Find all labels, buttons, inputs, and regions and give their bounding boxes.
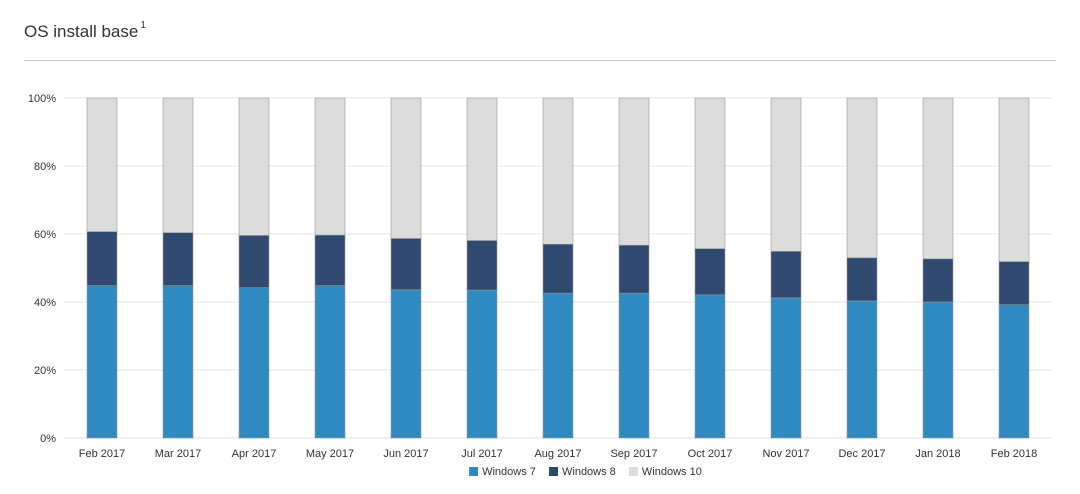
bar-segment-windows7 — [770, 297, 802, 439]
bar-stack — [314, 97, 346, 439]
bar-segment-windows7 — [238, 287, 270, 439]
chart-title-text: OS install base — [24, 22, 139, 41]
y-tick-label: 100% — [28, 93, 56, 105]
bar-segment-windows10 — [314, 97, 346, 236]
bar-segment-windows7 — [314, 285, 346, 439]
x-tick-label: Feb 2017 — [79, 448, 125, 460]
bar-segment-windows10 — [162, 97, 194, 233]
x-tick-label: Mar 2017 — [155, 448, 201, 460]
bar-stack — [162, 97, 194, 439]
bar-segment-windows7 — [998, 304, 1030, 439]
bar-segment-windows8 — [998, 261, 1030, 306]
bar-segment-windows8 — [238, 235, 270, 289]
x-tick-label: Jan 2018 — [915, 448, 960, 460]
x-tick-label: Oct 2017 — [688, 448, 733, 460]
bar-segment-windows8 — [390, 238, 422, 291]
y-tick-label: 80% — [34, 161, 56, 173]
legend-swatch — [549, 467, 558, 476]
legend-item-windows8[interactable]: Windows 8 — [549, 466, 616, 478]
bar-segment-windows7 — [466, 289, 498, 439]
bar-segment-windows7 — [542, 292, 574, 439]
bar-segment-windows10 — [846, 97, 878, 259]
y-tick-label: 20% — [34, 365, 56, 377]
bar-segment-windows7 — [390, 289, 422, 439]
chart-title: OS install base 1 — [24, 20, 146, 42]
bar-segment-windows7 — [86, 285, 118, 439]
bar-segment-windows8 — [314, 234, 346, 286]
x-tick-label: Feb 2018 — [991, 448, 1037, 460]
bar-stack — [238, 97, 270, 439]
bar-segment-windows8 — [694, 248, 726, 296]
bar-segment-windows10 — [390, 97, 422, 239]
bar-segment-windows10 — [694, 97, 726, 249]
x-tick-label: Jul 2017 — [461, 448, 503, 460]
legend-swatch — [469, 467, 479, 476]
title-footnote-marker: 1 — [140, 20, 146, 32]
bar-segment-windows7 — [694, 294, 726, 439]
bar-stack — [770, 97, 802, 439]
bar-segment-windows8 — [86, 231, 118, 286]
legend-swatch — [628, 467, 638, 476]
x-tick-label: Sep 2017 — [610, 448, 657, 460]
bar-segment-windows10 — [618, 97, 650, 246]
x-axis-labels: Feb 2017 Mar 2017 Apr 2017 May 2017 Jun 2017… — [79, 448, 1037, 460]
bar-stack — [694, 97, 726, 439]
legend-label: Windows 10 — [642, 466, 702, 478]
bar-segment-windows10 — [86, 97, 118, 232]
bar-stack — [390, 97, 422, 439]
x-tick-label: Aug 2017 — [534, 448, 581, 460]
legend-label: Windows 8 — [562, 466, 616, 478]
bar-segment-windows8 — [770, 251, 802, 299]
bar-segment-windows10 — [542, 97, 574, 245]
x-tick-label: Jun 2017 — [383, 448, 428, 460]
x-tick-label: Apr 2017 — [232, 448, 277, 460]
bar-stack — [922, 97, 954, 439]
bar-segment-windows7 — [618, 292, 650, 439]
bar-segment-windows7 — [846, 300, 878, 439]
bar-segment-windows8 — [162, 232, 194, 286]
y-tick-label: 0% — [40, 433, 56, 445]
bar-segment-windows10 — [922, 97, 954, 260]
legend[interactable]: Windows 7 Windows 8 Windows 10 — [469, 466, 702, 478]
bar-segment-windows10 — [238, 97, 270, 236]
title-divider — [24, 60, 1056, 61]
y-axis-ticks: 0% 20% 40% 60% 80% 100% — [28, 93, 56, 445]
bar-segment-windows8 — [618, 244, 650, 294]
bar-stack — [618, 97, 650, 439]
bar-stack — [998, 97, 1030, 439]
bars — [86, 97, 1030, 439]
bar-segment-windows7 — [162, 285, 194, 439]
bar-segment-windows10 — [770, 97, 802, 252]
x-tick-label: Dec 2017 — [838, 448, 885, 460]
y-tick-label: 60% — [34, 229, 56, 241]
bar-segment-windows10 — [466, 97, 498, 241]
bar-segment-windows8 — [846, 257, 878, 302]
bar-segment-windows7 — [922, 301, 954, 439]
legend-item-windows10[interactable]: Windows 10 — [628, 466, 702, 478]
bar-segment-windows8 — [922, 258, 954, 303]
x-tick-label: May 2017 — [306, 448, 354, 460]
bar-stack — [846, 97, 878, 439]
y-tick-label: 40% — [34, 297, 56, 309]
bar-segment-windows8 — [542, 243, 574, 294]
x-tick-label: Nov 2017 — [762, 448, 809, 460]
legend-label: Windows 7 — [482, 466, 536, 478]
legend-item-windows7[interactable]: Windows 7 — [469, 466, 536, 478]
bar-segment-windows10 — [998, 97, 1030, 262]
bar-segment-windows8 — [466, 240, 498, 291]
bar-stack — [466, 97, 498, 439]
bar-stack — [542, 97, 574, 439]
bar-stack — [86, 97, 118, 439]
